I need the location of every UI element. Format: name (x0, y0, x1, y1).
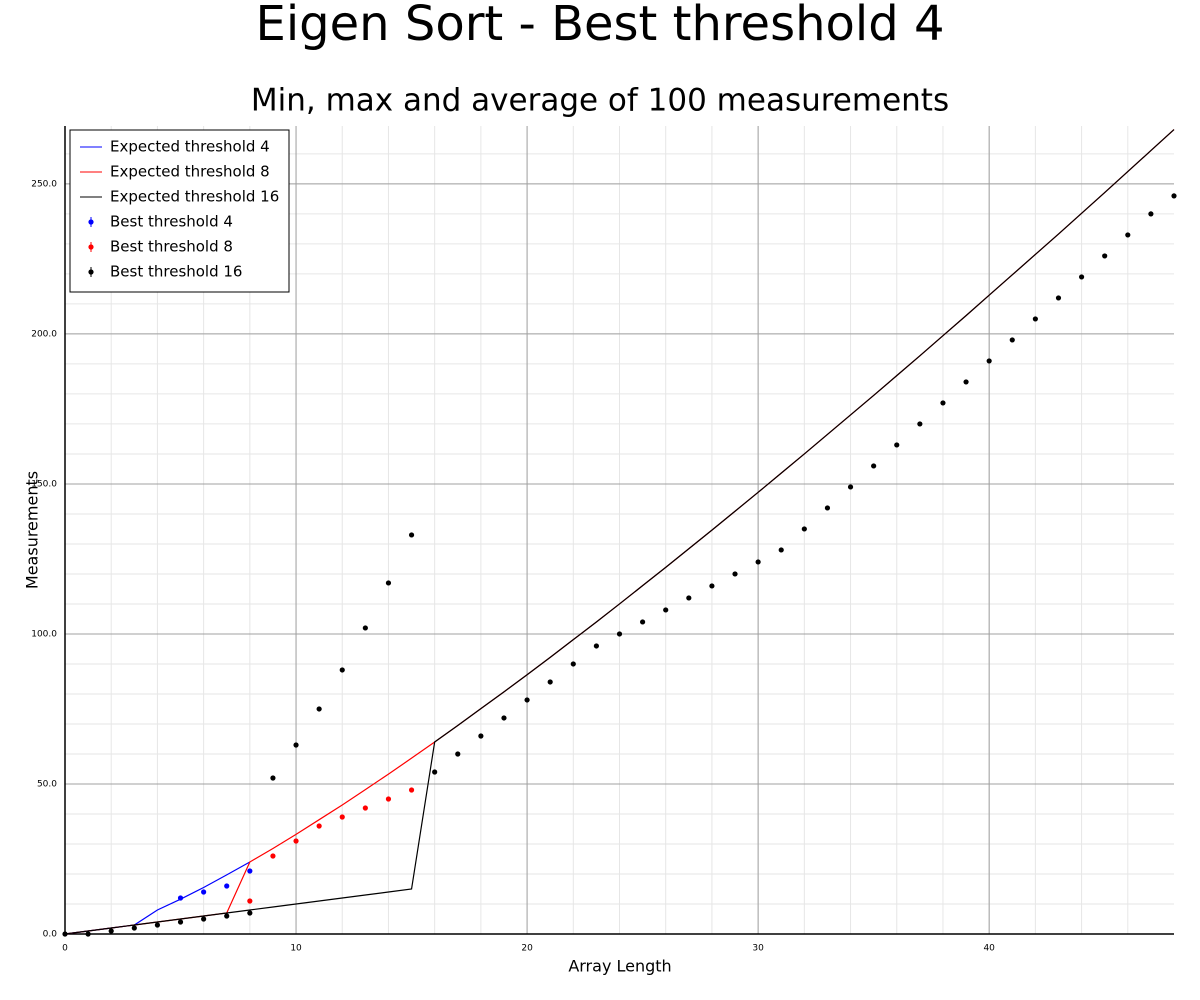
legend-label: Best threshold 4 (110, 213, 233, 231)
point (663, 607, 669, 613)
point (247, 868, 253, 874)
point (871, 463, 877, 469)
point (709, 583, 715, 589)
point (385, 580, 392, 586)
point (62, 931, 68, 937)
point (940, 400, 946, 406)
line (64, 129, 1175, 935)
chart-title: Eigen Sort - Best threshold 4 (256, 0, 945, 52)
point (755, 559, 761, 565)
point (108, 928, 114, 934)
point (547, 679, 553, 685)
point (616, 631, 623, 637)
point (917, 421, 923, 427)
point (432, 769, 438, 775)
y-tick-label: 250.0 (31, 179, 57, 189)
point (894, 442, 900, 448)
legend-swatch (88, 219, 94, 225)
y-tick-label: 100.0 (31, 629, 57, 639)
point (224, 883, 230, 889)
x-tick-label: 30 (752, 944, 764, 954)
point (1078, 274, 1085, 280)
point (85, 931, 91, 937)
point (1148, 211, 1154, 217)
legend-swatch (88, 269, 94, 275)
x-tick-label: 0 (62, 944, 68, 954)
point (247, 910, 253, 916)
point (131, 925, 137, 931)
point (293, 742, 299, 748)
legend-label: Expected threshold 4 (110, 138, 270, 156)
point (362, 805, 368, 811)
point (201, 889, 207, 895)
y-tick-label: 50.0 (37, 779, 57, 789)
point (986, 358, 992, 364)
point (224, 913, 230, 919)
legend-swatch (88, 244, 94, 250)
x-tick-label: 20 (521, 944, 533, 954)
x-tick-label: 10 (290, 944, 302, 954)
point (385, 796, 392, 802)
point (177, 919, 184, 925)
legend-box (69, 129, 290, 293)
point (570, 661, 576, 667)
point (801, 526, 807, 532)
point (339, 814, 345, 820)
point (455, 751, 461, 757)
point (686, 595, 692, 601)
point (778, 547, 784, 553)
legend-label: Best threshold 16 (110, 263, 242, 281)
point (177, 895, 184, 901)
point (732, 571, 738, 577)
point (1055, 295, 1062, 301)
y-axis-label: Measurements (23, 471, 42, 589)
chart-subtitle: Min, max and average of 100 measurements (251, 83, 949, 119)
point (339, 667, 345, 673)
point (316, 706, 322, 712)
point (408, 532, 415, 538)
point (824, 505, 831, 511)
x-axis-label: Array Length (568, 957, 671, 976)
point (1125, 232, 1131, 238)
point (293, 838, 299, 844)
point (201, 916, 207, 922)
y-tick-label: 200.0 (31, 329, 57, 339)
point (524, 697, 530, 703)
point (963, 379, 969, 385)
point (501, 715, 507, 721)
x-tick-label: 40 (983, 944, 995, 954)
point (1102, 253, 1108, 259)
point (640, 619, 646, 625)
y-tick-label: 0.0 (43, 930, 58, 940)
point (154, 922, 161, 928)
point (1009, 337, 1015, 343)
point (362, 625, 368, 631)
point (270, 775, 276, 781)
point (847, 484, 854, 490)
point (247, 898, 253, 904)
point (478, 733, 484, 739)
point (593, 643, 599, 649)
point (1171, 193, 1177, 199)
legend-label: Expected threshold 16 (110, 188, 279, 206)
point (270, 853, 276, 859)
point (1032, 316, 1038, 322)
legend-label: Best threshold 8 (110, 238, 233, 256)
point (316, 823, 322, 829)
legend-label: Expected threshold 8 (110, 163, 270, 181)
y-tick-label: 150.0 (31, 479, 57, 489)
point (408, 787, 415, 793)
